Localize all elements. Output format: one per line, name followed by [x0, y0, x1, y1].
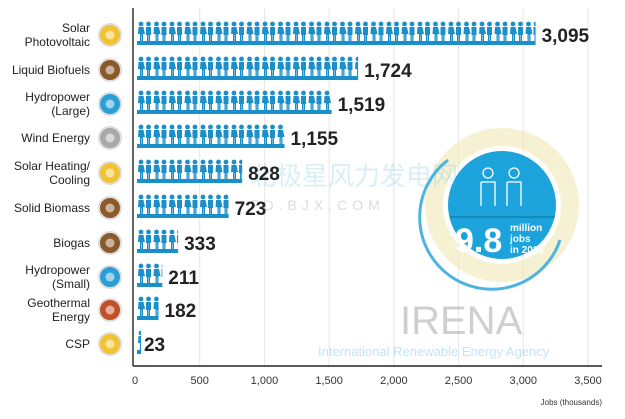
category-label: Wind Energy: [21, 131, 90, 145]
bar-row: CSP 23: [65, 330, 165, 356]
bar-people: [137, 229, 179, 251]
category-label: Solid Biomass: [14, 201, 90, 215]
category-label: Solar: [62, 21, 90, 35]
x-tick-label: 500: [191, 375, 209, 387]
bar-row: Hydropower(Large) 1,519: [25, 90, 385, 118]
bar: [137, 76, 359, 80]
bar-people: [137, 21, 536, 43]
bar: [137, 179, 243, 183]
bar: [137, 144, 285, 148]
category-label: CSP: [65, 337, 90, 351]
bar-people: [137, 263, 163, 285]
category-label: Liquid Biofuels: [12, 63, 90, 77]
volcano-icon-glyph: [105, 305, 115, 315]
bar-row: Solid Biomass 723: [14, 194, 266, 220]
bar-people: [137, 124, 285, 146]
irena-logo-text: IRENA: [400, 299, 523, 343]
bar-people: [137, 159, 243, 181]
leaf-icon-glyph: [105, 203, 115, 213]
value-label: 1,724: [364, 61, 412, 82]
x-tick-label: 3,000: [510, 375, 538, 387]
value-label: 23: [144, 335, 165, 356]
bjx-subtitle: FD.BJX.COM: [250, 197, 385, 213]
category-label: (Large): [51, 104, 90, 118]
value-label: 723: [235, 199, 267, 220]
leaf-icon-glyph: [105, 238, 115, 248]
irena-watermark: IRENA International Renewable Energy Age…: [250, 161, 550, 359]
sun-icon-glyph: [105, 30, 115, 40]
bar: [137, 249, 179, 253]
callout-number: 9.8: [455, 222, 502, 260]
x-axis-label: Jobs (thousands): [541, 398, 603, 407]
bar-row: Solar Heating/Cooling 828: [14, 159, 280, 187]
irena-subtitle: International Renewable Energy Agency: [318, 344, 550, 359]
bar-people: [137, 330, 141, 352]
callout-line2: jobs: [509, 234, 531, 245]
value-label: 828: [248, 164, 280, 185]
bar: [137, 110, 332, 114]
water-drop-icon-glyph: [105, 99, 115, 109]
bar-row: Liquid Biofuels 1,724: [12, 56, 412, 82]
callout-line3: in 2016: [510, 245, 544, 256]
value-label: 1,155: [290, 129, 338, 150]
x-tick-label: 1,000: [251, 375, 279, 387]
value-label: 1,519: [338, 95, 386, 116]
bar-people: [137, 194, 229, 216]
category-label: Cooling: [49, 173, 90, 187]
sun-icon-glyph: [105, 339, 115, 349]
x-tick-label: 0: [132, 375, 138, 387]
value-label: 333: [184, 234, 216, 255]
bar: [137, 283, 163, 287]
category-label: Solar Heating/: [14, 159, 91, 173]
wind-icon-glyph: [105, 133, 115, 143]
workers-icon: [480, 167, 522, 206]
x-tick-label: 2,500: [445, 375, 473, 387]
jobs-callout: 9.8 million jobs in 2016: [418, 128, 579, 291]
category-label: Hydropower: [25, 90, 90, 104]
bar: [137, 41, 536, 45]
bar-people: [137, 296, 159, 318]
leaf-icon-glyph: [105, 65, 115, 75]
category-label: Geothermal: [27, 296, 90, 310]
category-label: Hydropower: [25, 263, 90, 277]
value-label: 182: [165, 301, 197, 322]
value-label: 211: [168, 268, 199, 289]
bar-people: [137, 56, 359, 78]
bar-row: Hydropower(Small) 211: [25, 263, 199, 291]
bar-row: Wind Energy 1,155: [21, 124, 338, 150]
bar-row: Biogas 333: [53, 229, 216, 255]
sun-icon-glyph: [105, 168, 115, 178]
category-label: Energy: [52, 310, 90, 324]
x-tick-label: 1,500: [315, 375, 343, 387]
bar-people: [137, 90, 332, 112]
x-tick-label: 3,500: [574, 375, 602, 387]
bar: [137, 316, 159, 320]
x-tick-label: 2,000: [380, 375, 408, 387]
bar: [137, 350, 141, 354]
callout-line1: million: [510, 223, 542, 234]
category-label: (Small): [52, 277, 90, 291]
value-label: 3,095: [542, 26, 590, 47]
category-label: Biogas: [53, 236, 90, 250]
bjx-watermark: 北极星风力发电网: [250, 161, 458, 191]
category-label: Photovoltaic: [25, 35, 90, 49]
bar: [137, 214, 229, 218]
water-drop-icon-glyph: [105, 272, 115, 282]
